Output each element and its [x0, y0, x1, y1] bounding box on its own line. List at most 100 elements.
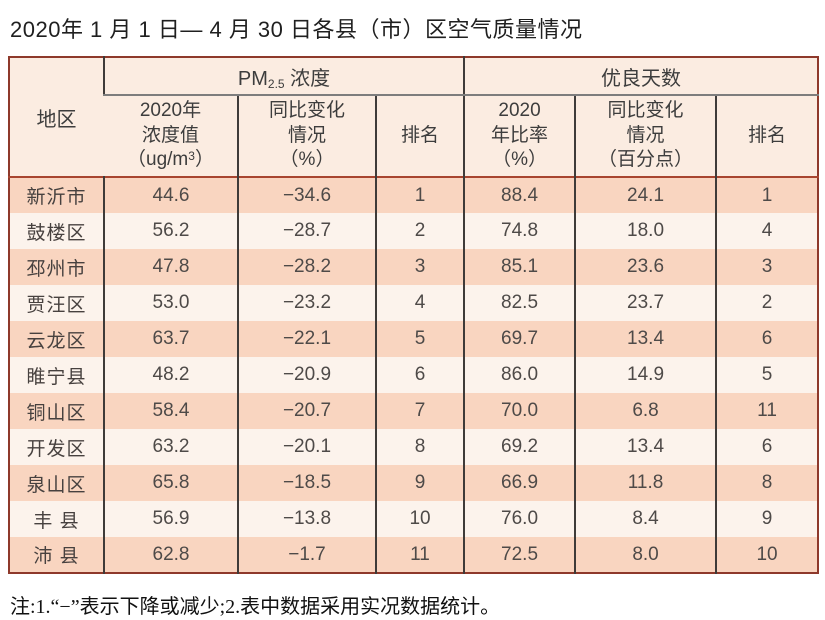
- pm-change-cell: −23.2: [237, 285, 376, 321]
- days-ratio-header-line2: 年比率: [491, 124, 549, 146]
- days-change-cell: 8.4: [574, 501, 717, 537]
- days-rank-cell: 3: [715, 249, 819, 285]
- unit-open: （ug/m: [127, 149, 189, 171]
- pm-value-cell: 63.7: [103, 321, 238, 357]
- region-column-header: 地区: [9, 57, 104, 177]
- pm-rank-cell: 6: [374, 357, 465, 393]
- pm-rank-cell: 7: [374, 393, 465, 429]
- region-cell: 开发区: [9, 429, 104, 465]
- table-row: 云龙区 63.7 −22.1 5 69.7 13.4 6: [9, 321, 819, 357]
- pm25-label-suffix: 浓度: [284, 67, 331, 90]
- pm-value-cell: 63.2: [103, 429, 238, 465]
- pm-value-cell: 56.2: [103, 213, 238, 249]
- days-ratio-cell: 74.8: [463, 213, 576, 249]
- header-sub-row: 2020年 浓度值 （ug/m3） 同比变化 情况 （%） 排名 2020 年比…: [9, 95, 819, 177]
- pm25-label-prefix: PM: [237, 67, 268, 90]
- region-cell: 云龙区: [9, 321, 104, 357]
- region-cell: 丰 县: [9, 501, 104, 537]
- days-ratio-cell: 86.0: [463, 357, 576, 393]
- pm-change-cell: −28.2: [237, 249, 376, 285]
- pm-concentration-header: 2020年 浓度值 （ug/m3）: [104, 95, 238, 177]
- days-change-cell: 23.6: [574, 249, 717, 285]
- table-row: 鼓楼区 56.2 −28.7 2 74.8 18.0 4: [9, 213, 819, 249]
- pm-change-cell: −28.7: [237, 213, 376, 249]
- days-ratio-cell: 85.1: [463, 249, 576, 285]
- table-row: 开发区 63.2 −20.1 8 69.2 13.4 6: [9, 429, 819, 465]
- days-change-cell: 6.8: [574, 393, 717, 429]
- days-change-cell: 8.0: [574, 537, 717, 573]
- pm-value-cell: 44.6: [103, 177, 238, 213]
- pm-change-cell: −18.5: [237, 465, 376, 501]
- days-rank-cell: 5: [715, 357, 819, 393]
- pm-change-cell: −20.7: [237, 393, 376, 429]
- pm-change-cell: −1.7: [237, 537, 376, 573]
- region-cell: 新沂市: [9, 177, 104, 213]
- days-ratio-cell: 76.0: [463, 501, 576, 537]
- days-change-cell: 13.4: [574, 429, 717, 465]
- days-change-cell: 24.1: [574, 177, 717, 213]
- days-change-cell: 13.4: [574, 321, 717, 357]
- days-ratio-cell: 69.2: [463, 429, 576, 465]
- header-group-row: 地区 PM2.5 浓度 优良天数: [9, 57, 819, 177]
- table-row: 沛 县 62.8 −1.7 11 72.5 8.0 10: [9, 537, 819, 573]
- pm-value-cell: 58.4: [103, 393, 238, 429]
- pm-concentration-header-line3: （ug/m3）: [104, 148, 237, 173]
- pm-change-cell: −20.1: [237, 429, 376, 465]
- region-cell: 睢宁县: [9, 357, 104, 393]
- table-row: 睢宁县 48.2 −20.9 6 86.0 14.9 5: [9, 357, 819, 393]
- days-rank-cell: 4: [715, 213, 819, 249]
- days-rank-cell: 8: [715, 465, 819, 501]
- days-rank-cell: 9: [715, 501, 819, 537]
- pm-change-header-line3: （%）: [279, 149, 335, 171]
- days-rank-cell: 6: [715, 429, 819, 465]
- pm-change-cell: −34.6: [237, 177, 376, 213]
- days-rank-cell: 2: [715, 285, 819, 321]
- pm-value-cell: 62.8: [103, 537, 238, 573]
- days-rank-cell: 11: [715, 393, 819, 429]
- pm-value-cell: 65.8: [103, 465, 238, 501]
- days-rank-cell: 6: [715, 321, 819, 357]
- table-row: 邳州市 47.8 −28.2 3 85.1 23.6 3: [9, 249, 819, 285]
- air-quality-table: 地区 PM2.5 浓度 优良天数 2020年 浓度值 （ug/m3） 同比变化 …: [8, 56, 820, 574]
- pm-rank-cell: 5: [374, 321, 465, 357]
- page-title: 2020年 1 月 1 日— 4 月 30 日各县（市）区空气质量情况: [10, 17, 583, 42]
- table-header: 地区 PM2.5 浓度 优良天数 2020年 浓度值 （ug/m3） 同比变化 …: [9, 57, 819, 177]
- pm-rank-header: 排名: [374, 95, 465, 177]
- pm-change-cell: −20.9: [237, 357, 376, 393]
- table-row: 铜山区 58.4 −20.7 7 70.0 6.8 11: [9, 393, 819, 429]
- days-ratio-cell: 70.0: [463, 393, 576, 429]
- pm25-subscript: 2.5: [267, 76, 285, 91]
- good-days-group-header: 优良天数: [463, 57, 819, 96]
- pm-rank-cell: 8: [374, 429, 465, 465]
- footnote: 注:1.“−”表示下降或减少;2.表中数据采用实况数据统计。: [10, 596, 501, 618]
- pm-rank-cell: 4: [374, 285, 465, 321]
- days-change-header-line3: （百分点）: [598, 149, 694, 171]
- pm-change-header: 同比变化 情况 （%）: [237, 95, 376, 177]
- pm-value-cell: 47.8: [103, 249, 238, 285]
- days-change-header-line1: 同比变化: [607, 99, 684, 121]
- days-ratio-cell: 72.5: [463, 537, 576, 573]
- pm-concentration-header-line2: 浓度值: [141, 124, 199, 146]
- days-ratio-header-line3: （%）: [492, 149, 547, 171]
- unit-close: ）: [194, 149, 214, 171]
- pm-change-cell: −13.8: [237, 501, 376, 537]
- table-row: 泉山区 65.8 −18.5 9 66.9 11.8 8: [9, 465, 819, 501]
- days-change-header: 同比变化 情况 （百分点）: [574, 95, 717, 177]
- days-ratio-cell: 69.7: [463, 321, 576, 357]
- unit-superscript: 3: [188, 149, 195, 164]
- region-cell: 铜山区: [9, 393, 104, 429]
- region-cell: 贾汪区: [9, 285, 104, 321]
- pm25-group-header: PM2.5 浓度: [102, 57, 465, 96]
- pm-rank-cell: 10: [374, 501, 465, 537]
- region-cell: 鼓楼区: [9, 213, 104, 249]
- days-rank-cell: 10: [715, 537, 819, 573]
- pm-value-cell: 56.9: [103, 501, 238, 537]
- pm-rank-cell: 1: [374, 177, 465, 213]
- table-row: 贾汪区 53.0 −23.2 4 82.5 23.7 2: [9, 285, 819, 321]
- pm-change-header-line1: 同比变化: [268, 99, 345, 121]
- pm-rank-cell: 9: [374, 465, 465, 501]
- days-ratio-cell: 88.4: [463, 177, 576, 213]
- pm-value-cell: 53.0: [103, 285, 238, 321]
- days-change-cell: 18.0: [574, 213, 717, 249]
- pm-change-cell: −22.1: [237, 321, 376, 357]
